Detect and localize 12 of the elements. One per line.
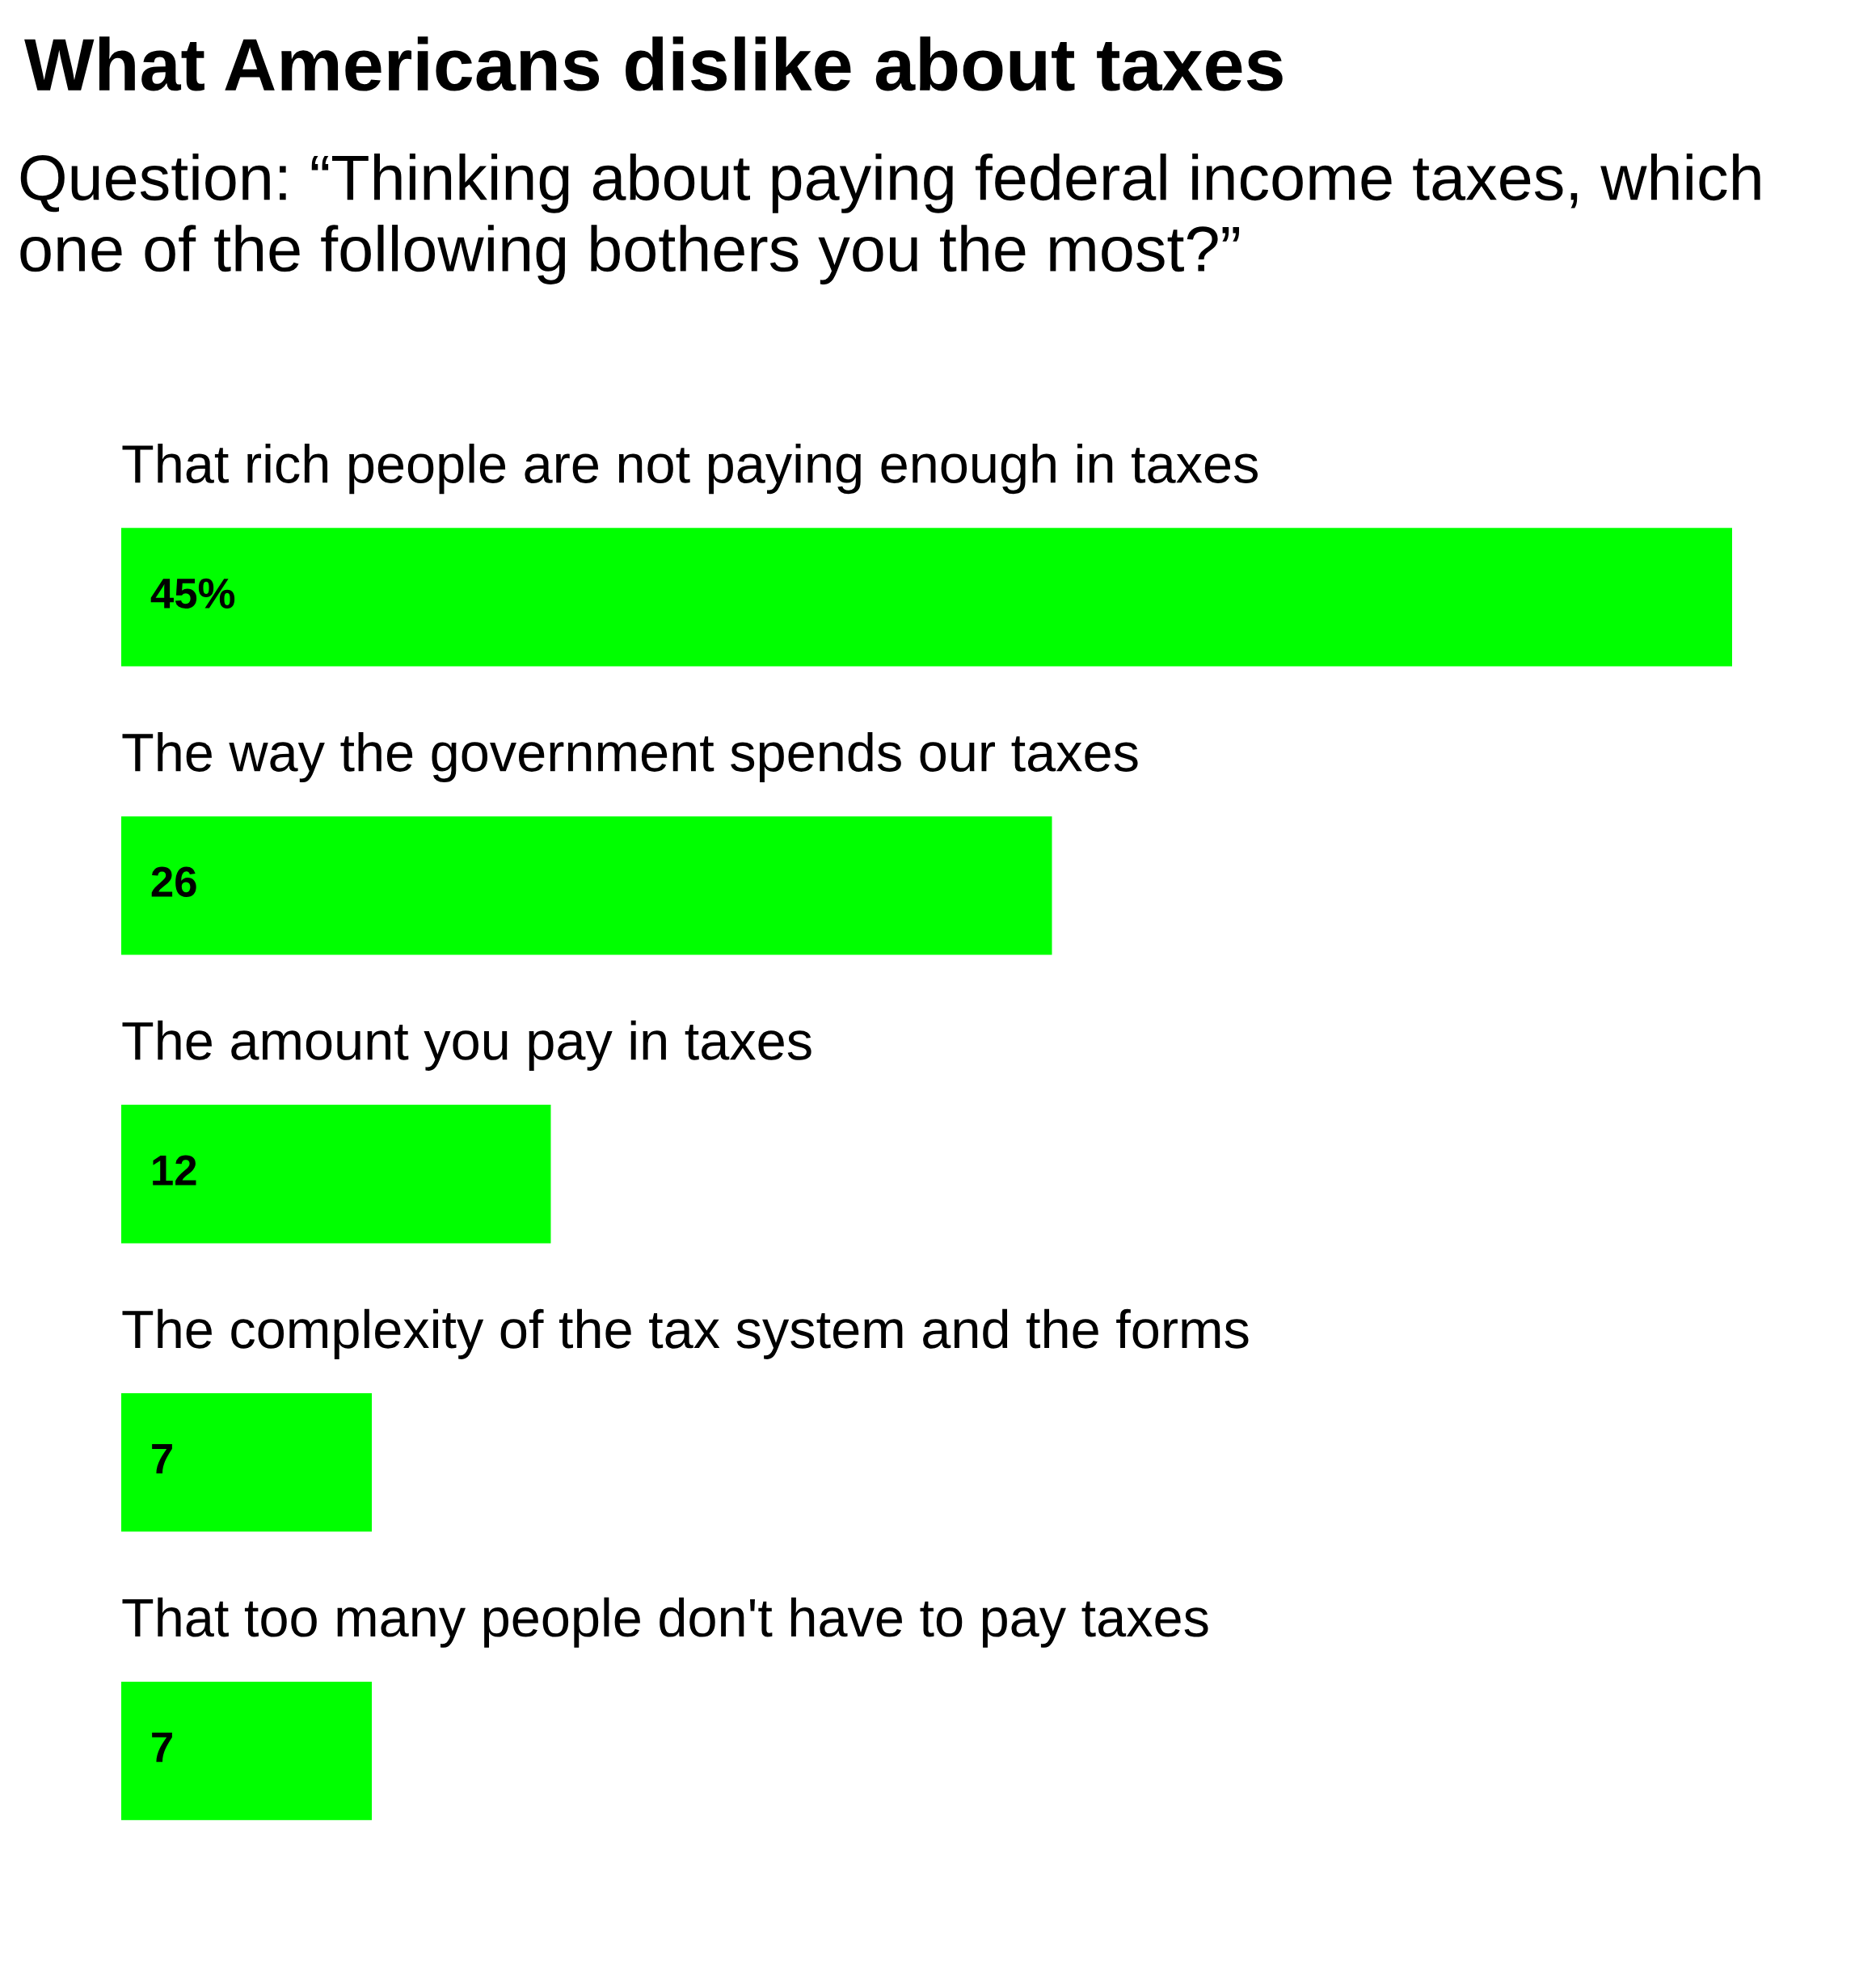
y-tick-label: The complexity of the tax system and the forms [122,1308,1249,1359]
y-tick-label: That rich people are not paying enough in taxes [122,444,1258,495]
data-label: 26 [151,866,196,897]
chart-title: What Americans dislike about taxes [24,36,1283,91]
data-label: 7 [152,1732,172,1763]
y-tick-label: The way the government spends our taxes [122,731,1138,783]
y-tick-label: That too many people don't have to pay taxes [122,1597,1208,1648]
data-label: 45% [150,578,235,609]
y-tick-label: The amount you pay in taxes [122,1020,811,1071]
data-label: 7 [152,1443,172,1474]
chart-subtitle: Question: “Thinking about paying federal income taxes, which one of the following bothers you the most?” [20,154,1760,284]
data-label: 12 [153,1155,196,1186]
